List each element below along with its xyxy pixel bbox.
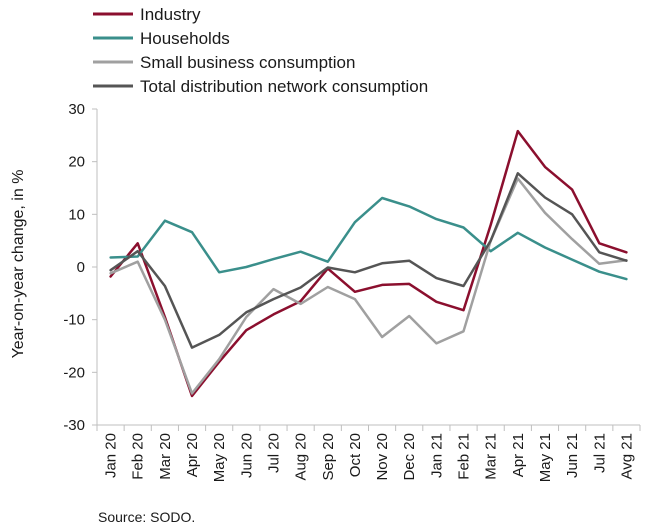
y-tick-label: 10 <box>68 206 85 223</box>
x-tick-label: Mar 21 <box>483 433 500 480</box>
y-tick-label: 20 <box>68 154 85 171</box>
x-tick-label: Mar 20 <box>157 433 174 480</box>
x-tick-label: Jan 20 <box>103 433 120 478</box>
x-tick-label: May 21 <box>537 433 554 482</box>
legend-entry: Industry <box>140 5 201 24</box>
y-tick-label: 30 <box>68 101 85 118</box>
legend-entry: Households <box>140 29 230 48</box>
y-tick-label: -10 <box>63 312 85 329</box>
series-line-small-business-consumption <box>109 177 628 395</box>
x-tick-label: Apr 20 <box>184 433 201 477</box>
x-tick-label: Nov 20 <box>374 433 391 481</box>
x-tick-label: Jun 20 <box>238 433 255 478</box>
source-note: Source: SODO. <box>98 509 195 525</box>
x-tick-label: Dec 20 <box>401 433 418 481</box>
x-tick-label: Oct 20 <box>347 433 364 477</box>
series-line-households <box>109 196 628 281</box>
legend: Industry Households Small business consump… <box>93 5 428 96</box>
y-tick-label: -30 <box>63 417 85 434</box>
x-tick-label: Sep 20 <box>320 433 337 481</box>
series-layer <box>109 129 628 398</box>
x-tick-label: Feb 21 <box>456 433 473 480</box>
series-line-total-distribution-network-consumption <box>109 172 628 349</box>
x-tick-label: Jul 20 <box>265 433 282 473</box>
y-axis-label: Year-on-year change, in % <box>10 170 27 359</box>
axes: -30 -20 -10 0 10 20 30 Jan 20 Feb 20 Mar 20 Apr 20… <box>63 101 641 482</box>
y-tick-label: 0 <box>77 259 85 276</box>
x-tick-label: Jan 21 <box>428 433 445 478</box>
y-tick-label: -20 <box>63 364 85 381</box>
series-line-industry <box>109 129 628 398</box>
legend-entry: Small business consumption <box>140 53 355 72</box>
x-tick-label: Aug 20 <box>293 433 310 481</box>
x-tick-label: Avg 21 <box>618 433 635 479</box>
x-tick-label: Apr 21 <box>510 433 527 477</box>
x-tick-label: May 20 <box>211 433 228 482</box>
x-tick-label: Jun 21 <box>564 433 581 478</box>
legend-entry: Total distribution network consumption <box>140 77 428 96</box>
x-tick-label: Jul 21 <box>591 433 608 473</box>
x-tick-label: Feb 20 <box>130 433 147 480</box>
